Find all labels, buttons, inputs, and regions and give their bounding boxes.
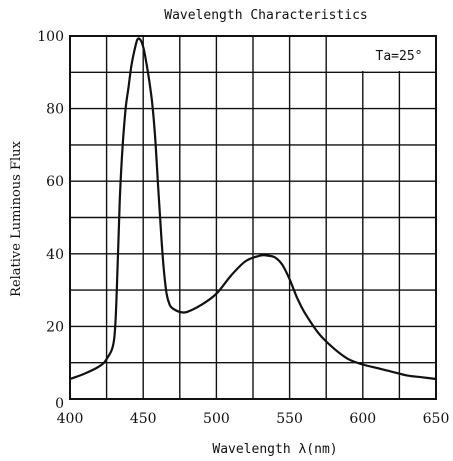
y-tick-label: 80 [46,102,64,118]
x-tick-label: 400 [57,411,84,427]
chart-title: Wavelength Characteristics [164,8,368,23]
plot-frame [69,35,437,400]
y-tick-label: 100 [37,29,64,45]
x-axis-label: Wavelength λ(nm) [212,442,337,457]
y-tick-label: 40 [46,247,64,263]
y-tick-label: 60 [46,174,64,190]
annotation-ta: Ta=25° [376,49,423,64]
x-tick-label: 550 [276,411,303,427]
tick-labels: 400 450 500 550 600 650 0 20 40 60 80 100 [37,29,449,427]
series-layer [69,37,437,381]
x-tick-label: 450 [130,411,157,427]
series-line [69,37,437,381]
x-tick-label: 650 [423,411,450,427]
x-tick-label: 500 [203,411,230,427]
y-tick-label: 0 [55,396,64,412]
annotation-box [362,37,432,71]
grid [69,35,437,400]
y-axis-label: Relative Luminous Flux [9,140,24,296]
x-tick-label: 600 [349,411,376,427]
y-tick-label: 20 [46,319,64,335]
